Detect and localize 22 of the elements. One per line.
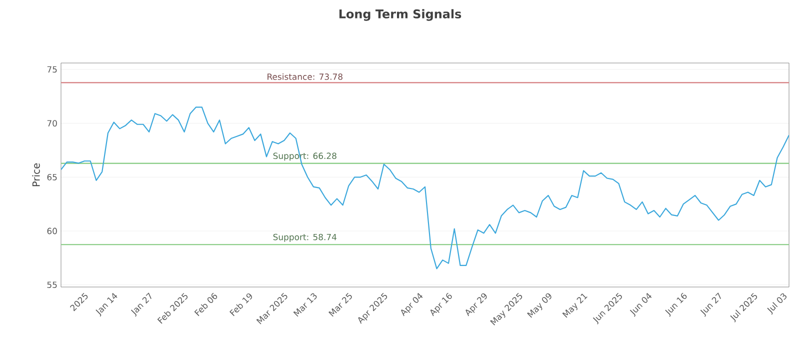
x-tick-label: Jun 04 (630, 293, 652, 317)
chart-title: Long Term Signals (339, 9, 462, 21)
x-tick-label: Jan 27 (130, 292, 152, 317)
ref-line-label: Resistance: 73.78 (268, 73, 342, 80)
x-tick-label: Jan 14 (96, 292, 118, 317)
ref-line-label: Support: 58.74 (273, 234, 336, 242)
y-tick-label: 65 (47, 174, 57, 180)
x-tick-label: Jun 27 (700, 292, 721, 317)
x-tick-label: Jul 03 (767, 293, 786, 315)
y-tick-label: 70 (47, 120, 57, 127)
y-tick-label: 55 (47, 282, 57, 288)
x-tick-label: Apr 16 (430, 292, 452, 316)
x-tick-label: Mar 13 (293, 293, 317, 317)
y-tick-label: 60 (47, 228, 57, 234)
y-axis-title: Price (32, 163, 40, 186)
x-tick-label: Feb 06 (194, 292, 218, 316)
x-tick-label: Feb 19 (230, 293, 252, 316)
x-tick-label: Apr 29 (466, 293, 487, 316)
y-tick-label: 75 (47, 66, 57, 73)
x-tick-label: Apr 04 (401, 293, 423, 316)
x-tick-label: Jun 16 (665, 292, 687, 317)
x-tick-label: Mar 25 (328, 292, 352, 317)
